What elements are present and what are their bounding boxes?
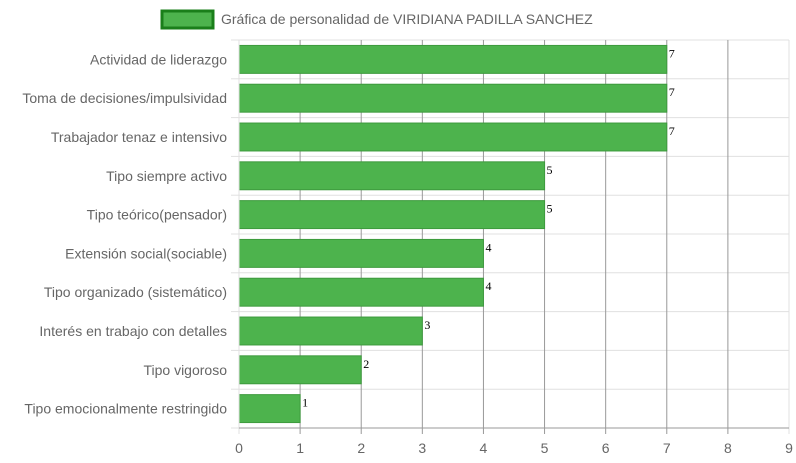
- bar[interactable]: [238, 238, 484, 268]
- bar[interactable]: [238, 122, 668, 152]
- data-label: 5: [547, 202, 553, 216]
- data-label: 2: [363, 357, 369, 371]
- x-tick-label: 9: [785, 440, 793, 456]
- bar[interactable]: [238, 316, 423, 346]
- bar[interactable]: [238, 355, 362, 385]
- category-label: Toma de decisiones/impulsividad: [22, 90, 227, 106]
- x-tick-label: 1: [296, 440, 304, 456]
- data-label: 3: [424, 318, 430, 332]
- x-tick-label: 0: [235, 440, 243, 456]
- x-axis: 0 1 2 3 4 5 6 7 8 9: [235, 427, 793, 456]
- y-axis: Actividad de liderazgo Toma de decisiones…: [22, 40, 240, 428]
- data-label: 5: [547, 163, 553, 177]
- x-tick-label: 3: [418, 440, 426, 456]
- bar[interactable]: [238, 83, 668, 113]
- category-label: Interés en trabajo con detalles: [39, 323, 227, 339]
- data-label: 7: [669, 124, 675, 138]
- category-label: Tipo emocionalmente restringido: [24, 401, 227, 417]
- x-tick-label: 5: [541, 440, 549, 456]
- data-label: 1: [302, 396, 308, 410]
- bar[interactable]: [238, 44, 668, 74]
- category-label: Tipo vigoroso: [143, 362, 227, 378]
- legend-swatch[interactable]: [160, 9, 215, 30]
- bar[interactable]: [238, 200, 546, 230]
- bar[interactable]: [238, 277, 484, 307]
- category-label: Tipo teórico(pensador): [87, 207, 227, 223]
- x-tick-label: 7: [663, 440, 671, 456]
- data-label: 7: [669, 85, 675, 99]
- bar[interactable]: [238, 161, 546, 191]
- data-label: 7: [669, 46, 675, 60]
- legend[interactable]: Gráfica de personalidad de VIRIDIANA PAD…: [160, 9, 593, 30]
- bars: [238, 44, 668, 424]
- x-tick-label: 8: [724, 440, 732, 456]
- category-label: Extensión social(sociable): [65, 245, 227, 261]
- category-label: Actividad de liderazgo: [90, 51, 227, 67]
- data-label: 4: [485, 279, 491, 293]
- x-tick-label: 4: [480, 440, 488, 456]
- category-label: Tipo siempre activo: [106, 168, 227, 184]
- x-tick-label: 6: [602, 440, 610, 456]
- category-label: Tipo organizado (sistemático): [44, 284, 227, 300]
- data-label: 4: [485, 240, 491, 254]
- data-labels: 7 7 7 5 5 4 4 3 2 1: [302, 46, 675, 409]
- category-label: Trabajador tenaz e intensivo: [51, 129, 227, 145]
- x-tick-label: 2: [357, 440, 365, 456]
- legend-label[interactable]: Gráfica de personalidad de VIRIDIANA PAD…: [221, 11, 593, 27]
- bar[interactable]: [238, 394, 301, 424]
